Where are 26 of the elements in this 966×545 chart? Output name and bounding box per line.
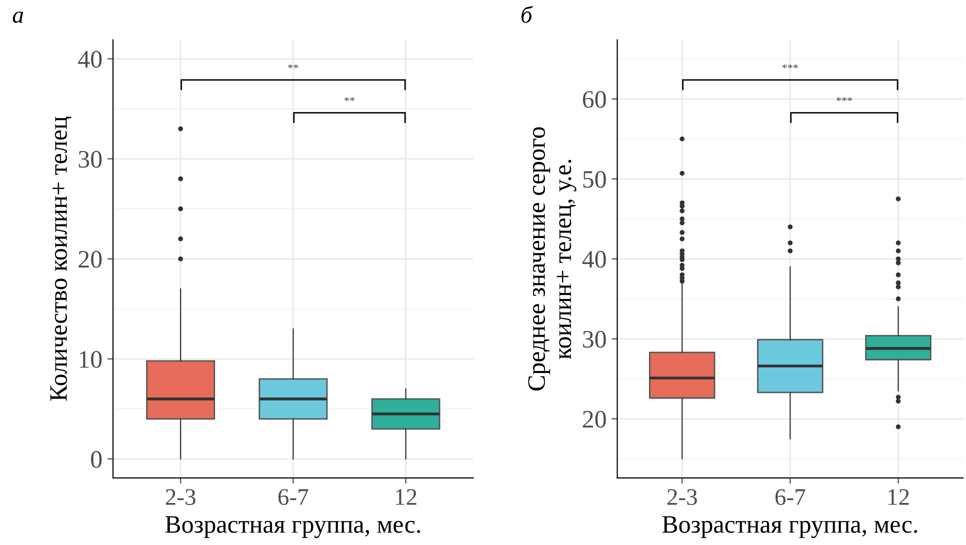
chart-title: б (521, 6, 533, 23)
x-axis-title: Возрастная группа, мес. (662, 516, 918, 538)
annotation: *** (836, 97, 852, 102)
chart-title: а (12, 12, 24, 23)
annotation: ** (288, 64, 298, 68)
x-tick-label: 12 (888, 489, 909, 505)
y-tick-label: 20 (582, 410, 606, 428)
x-axis-title: Возрастная группа, мес. (165, 516, 420, 538)
y-tick-label: 40 (582, 250, 606, 268)
y-tick-label: 30 (583, 330, 606, 348)
y-axis-title: Среднее значение серого коилин+ телец, у.е. (528, 127, 576, 390)
y-tick-label: 50 (583, 170, 606, 188)
y-tick-label: 30 (78, 150, 102, 168)
y-tick-label: 20 (78, 250, 102, 268)
x-tick-label: 6-7 (278, 489, 308, 505)
y-tick-label: 10 (80, 350, 102, 368)
y-tick-label: 40 (78, 50, 102, 68)
y-tick-label: 0 (91, 451, 102, 468)
y-axis-title: Количество коилин+ телец (50, 116, 72, 401)
x-tick-label: 12 (396, 489, 416, 505)
x-tick-label: 6-7 (775, 489, 806, 505)
annotation: ** (344, 97, 355, 102)
x-tick-label: 2-3 (667, 489, 697, 505)
y-tick-label: 60 (582, 91, 606, 108)
x-tick-label: 2-3 (166, 489, 196, 505)
annotation: *** (782, 64, 798, 68)
